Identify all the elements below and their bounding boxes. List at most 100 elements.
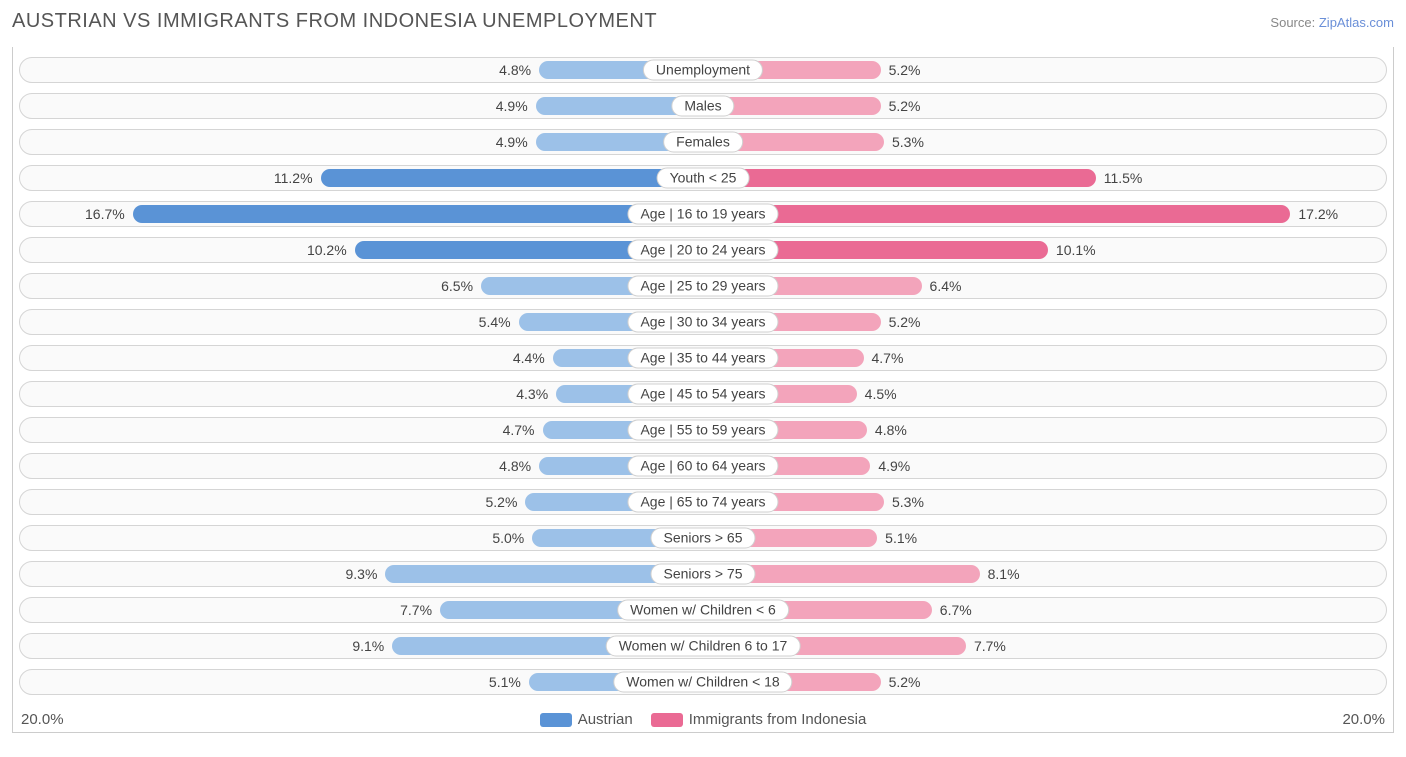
row-left-half: 9.1% — [20, 634, 703, 658]
value-right: 6.4% — [930, 278, 962, 294]
bar-left — [321, 169, 703, 187]
row-category-label: Youth < 25 — [657, 168, 750, 189]
chart-row: 4.8% 4.9% Age | 60 to 64 years — [19, 453, 1387, 479]
row-left-half: 4.9% — [20, 94, 703, 118]
row-right-half: 4.9% — [703, 454, 1386, 478]
value-left: 7.7% — [400, 602, 432, 618]
bar-right — [703, 205, 1290, 223]
bar-right — [703, 169, 1096, 187]
chart-row: 16.7%17.2%Age | 16 to 19 years — [19, 201, 1387, 227]
row-left-half: 5.4% — [20, 310, 703, 334]
legend-swatch-left — [540, 713, 572, 727]
value-left: 4.8% — [499, 62, 531, 78]
chart-row: 5.2% 5.3% Age | 65 to 74 years — [19, 489, 1387, 515]
row-left-half: 5.1% — [20, 670, 703, 694]
row-left-half: 10.2% — [20, 238, 703, 262]
row-right-half: 5.2% — [703, 670, 1386, 694]
row-right-half: 11.5% — [703, 166, 1386, 190]
value-right: 4.7% — [872, 350, 904, 366]
row-category-label: Age | 45 to 54 years — [627, 384, 778, 405]
chart-row: 9.3% 8.1% Seniors > 75 — [19, 561, 1387, 587]
chart-row: 7.7% 6.7%Women w/ Children < 6 — [19, 597, 1387, 623]
value-right: 8.1% — [988, 566, 1020, 582]
value-left: 9.3% — [345, 566, 377, 582]
value-left: 9.1% — [352, 638, 384, 654]
chart-row: 5.0% 5.1% Seniors > 65 — [19, 525, 1387, 551]
legend-item-left: Austrian — [540, 711, 633, 728]
row-category-label: Age | 25 to 29 years — [627, 276, 778, 297]
value-left: 5.2% — [486, 494, 518, 510]
row-right-half: 5.2% — [703, 310, 1386, 334]
chart-row: 11.2%11.5%Youth < 25 — [19, 165, 1387, 191]
row-right-half: 17.2% — [703, 202, 1386, 226]
chart-row: 6.5% 6.4% Age | 25 to 29 years — [19, 273, 1387, 299]
value-right: 7.7% — [974, 638, 1006, 654]
value-right: 4.5% — [865, 386, 897, 402]
axis-right-max: 20.0% — [1342, 711, 1385, 728]
row-right-half: 8.1% — [703, 562, 1386, 586]
legend-item-right: Immigrants from Indonesia — [651, 711, 867, 728]
value-right: 11.5% — [1104, 170, 1143, 186]
chart-row: 10.2% 10.1% Age | 20 to 24 years — [19, 237, 1387, 263]
value-left: 4.9% — [496, 134, 528, 150]
row-left-half: 6.5% — [20, 274, 703, 298]
chart-row: 4.3% 4.5% Age | 45 to 54 years — [19, 381, 1387, 407]
row-category-label: Women w/ Children 6 to 17 — [606, 636, 801, 657]
value-left: 5.4% — [479, 314, 511, 330]
value-left: 4.3% — [516, 386, 548, 402]
value-left: 4.4% — [513, 350, 545, 366]
chart-row: 4.8%5.2%Unemployment — [19, 57, 1387, 83]
row-left-half: 4.4% — [20, 346, 703, 370]
row-right-half: 4.8% — [703, 418, 1386, 442]
value-right: 5.2% — [889, 674, 921, 690]
value-right: 4.8% — [875, 422, 907, 438]
legend-label-right: Immigrants from Indonesia — [689, 711, 867, 728]
row-left-half: 4.8% — [20, 58, 703, 82]
value-left: 5.0% — [492, 530, 524, 546]
source-label: Source: — [1270, 15, 1315, 30]
row-category-label: Females — [663, 132, 743, 153]
axis-left-max: 20.0% — [21, 711, 64, 728]
row-right-half: 6.7% — [703, 598, 1386, 622]
row-category-label: Unemployment — [643, 60, 763, 81]
value-right: 4.9% — [878, 458, 910, 474]
value-right: 5.2% — [889, 314, 921, 330]
row-left-half: 9.3% — [20, 562, 703, 586]
row-right-half: 5.2% — [703, 94, 1386, 118]
row-category-label: Males — [671, 96, 734, 117]
row-right-half: 5.1% — [703, 526, 1386, 550]
row-category-label: Age | 60 to 64 years — [627, 456, 778, 477]
chart-legend: Austrian Immigrants from Indonesia — [540, 711, 867, 728]
row-right-half: 4.5% — [703, 382, 1386, 406]
row-left-half: 7.7% — [20, 598, 703, 622]
value-left: 5.1% — [489, 674, 521, 690]
chart-footer: 20.0% Austrian Immigrants from Indonesia… — [13, 705, 1393, 732]
value-right: 5.1% — [885, 530, 917, 546]
legend-swatch-right — [651, 713, 683, 727]
row-left-half: 4.7% — [20, 418, 703, 442]
row-category-label: Age | 65 to 74 years — [627, 492, 778, 513]
value-right: 5.2% — [889, 98, 921, 114]
chart-row: 4.9% 5.2% Males — [19, 93, 1387, 119]
value-left: 4.8% — [499, 458, 531, 474]
row-right-half: 7.7% — [703, 634, 1386, 658]
row-left-half: 16.7% — [20, 202, 703, 226]
row-category-label: Age | 35 to 44 years — [627, 348, 778, 369]
source-link[interactable]: ZipAtlas.com — [1319, 15, 1394, 30]
row-category-label: Seniors > 75 — [651, 564, 756, 585]
row-right-half: 4.7% — [703, 346, 1386, 370]
chart-row: 4.4% 4.7% Age | 35 to 44 years — [19, 345, 1387, 371]
chart-row: 4.9%5.3%Females — [19, 129, 1387, 155]
chart-source: Source: ZipAtlas.com — [1270, 15, 1394, 30]
value-right: 5.3% — [892, 494, 924, 510]
value-left: 6.5% — [441, 278, 473, 294]
row-category-label: Seniors > 65 — [651, 528, 756, 549]
row-category-label: Age | 20 to 24 years — [627, 240, 778, 261]
diverging-bar-chart: 4.8%5.2%Unemployment4.9%5.2%Males4.9%5.3… — [12, 47, 1394, 733]
row-left-half: 5.2% — [20, 490, 703, 514]
value-right: 10.1% — [1056, 242, 1096, 258]
value-left: 10.2% — [307, 242, 347, 258]
bar-left — [133, 205, 703, 223]
row-category-label: Age | 16 to 19 years — [627, 204, 778, 225]
row-category-label: Women w/ Children < 6 — [617, 600, 789, 621]
